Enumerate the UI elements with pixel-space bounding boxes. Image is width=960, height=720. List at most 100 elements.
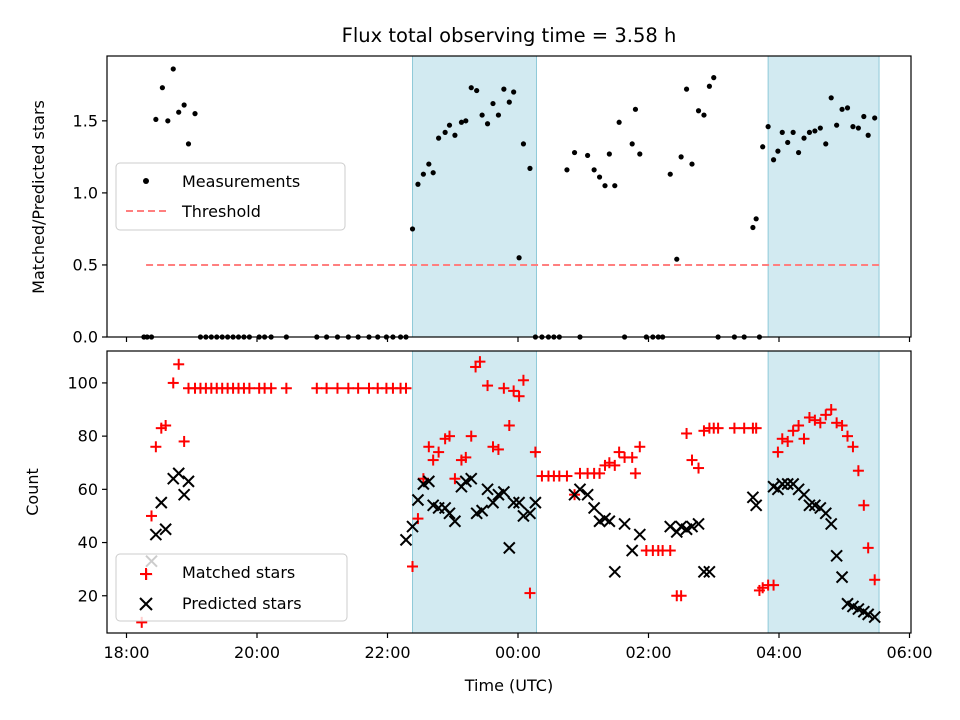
measurement-point	[632, 106, 639, 112]
predicted-star-point	[819, 507, 832, 520]
predicted-star-point	[608, 565, 621, 579]
measurement-point	[409, 226, 416, 232]
predicted-star-point	[182, 475, 195, 488]
matched-star-point	[280, 382, 292, 394]
chart-title: Flux total observing time = 3.58 h	[342, 24, 677, 47]
matched-star-point	[173, 358, 185, 370]
matched-star-point	[757, 582, 769, 594]
predicted-star-point	[587, 501, 601, 515]
measurement-point	[823, 141, 829, 147]
predicted-star-point	[697, 565, 711, 579]
predicted-star-point	[692, 517, 705, 531]
bottom-y-ticks: 20 40 60 80 100	[67, 373, 107, 605]
matched-star-point	[443, 430, 455, 442]
predicted-star-point	[633, 528, 647, 541]
matched-star-point	[433, 446, 445, 458]
matched-star-point	[331, 382, 343, 394]
predicted-star-point	[746, 491, 760, 504]
predicted-star-point	[411, 493, 425, 507]
measurement-point	[490, 100, 496, 107]
measurement-point	[506, 99, 512, 105]
measurement-point	[165, 118, 171, 124]
matched-star-point	[243, 382, 255, 394]
measurement-point	[850, 124, 856, 130]
top-legend: Measurements Threshold	[115, 162, 346, 231]
top-y-tick-label: 1.5	[73, 111, 98, 130]
measurement-point	[479, 112, 485, 118]
matched-star-point	[712, 422, 724, 434]
matched-star-point	[836, 419, 848, 431]
measurement-point	[495, 112, 502, 118]
measurement-point	[855, 125, 861, 131]
measurement-point	[436, 135, 442, 141]
measurement-point	[790, 129, 796, 135]
x-tick-label: 04:00	[756, 643, 802, 662]
matched-stars-points	[136, 356, 881, 628]
measurement-point	[516, 255, 522, 261]
predicted-star-point	[465, 472, 478, 485]
matched-star-point	[613, 446, 625, 458]
matched-star-point	[427, 454, 439, 466]
matched-star-point	[449, 473, 461, 485]
matched-star-point	[465, 430, 477, 442]
bottom-axes-frame	[106, 350, 912, 634]
bottom-y-tick-label: 60	[78, 480, 98, 499]
x-tick-label: 02:00	[625, 643, 671, 662]
measurement-point	[689, 161, 695, 167]
matched-star-point	[517, 374, 529, 386]
matched-star-point	[681, 427, 693, 439]
top-shaded-intervals	[412, 55, 880, 338]
measurement-point	[801, 135, 807, 141]
matched-star-point	[675, 590, 687, 602]
measurement-point	[420, 171, 426, 177]
measurement-point	[430, 170, 436, 176]
matched-star-point	[423, 441, 435, 453]
predicted-star-point	[507, 496, 520, 509]
bottom-legend-box	[115, 553, 348, 622]
measurement-point	[701, 112, 707, 118]
matched-star-point	[321, 382, 333, 394]
measurement-point	[527, 165, 533, 171]
measurement-point	[463, 118, 469, 124]
predicted-star-point	[868, 610, 881, 624]
predicted-star-point	[159, 523, 172, 536]
measurement-point	[834, 122, 840, 128]
measurement-point	[596, 174, 603, 180]
measurement-point	[865, 132, 871, 138]
predicted-star-point	[781, 477, 794, 491]
legend-matched-marker	[140, 568, 152, 580]
measurement-point	[683, 86, 690, 92]
predicted-star-point	[422, 475, 436, 488]
matched-star-point	[492, 443, 504, 455]
matched-star-point	[594, 467, 606, 479]
matched-star-point	[858, 499, 870, 511]
matched-star-point	[809, 414, 821, 426]
measurement-point	[760, 144, 766, 150]
matched-star-point	[603, 457, 615, 469]
x-axis-label: Time (UTC)	[464, 676, 553, 695]
matched-star-point	[474, 356, 486, 368]
x-tick-label: 06:00	[886, 643, 932, 662]
top-y-ticks: 0.0 0.5 1.0 1.5	[73, 111, 107, 347]
measurement-point	[415, 181, 421, 187]
matched-star-point	[825, 404, 837, 416]
predicted-star-point	[625, 544, 639, 557]
matched-star-point	[178, 435, 190, 447]
measurement-point	[667, 171, 673, 177]
measurement-point	[817, 125, 823, 131]
measurement-point	[795, 149, 802, 156]
predicted-star-point	[155, 496, 168, 509]
measurement-point	[458, 119, 465, 125]
matched-star-point	[814, 417, 826, 429]
matched-star-point	[803, 412, 815, 424]
bottom-y-tick-label: 100	[67, 373, 98, 392]
top-legend-box	[115, 162, 346, 231]
measurement-point	[452, 132, 458, 138]
matched-star-point	[265, 382, 277, 394]
matched-star-point	[498, 382, 510, 394]
top-axes-frame	[106, 55, 912, 338]
matched-star-point	[750, 422, 762, 434]
matched-star-point	[561, 470, 573, 482]
bottom-y-tick-label: 20	[78, 586, 98, 605]
